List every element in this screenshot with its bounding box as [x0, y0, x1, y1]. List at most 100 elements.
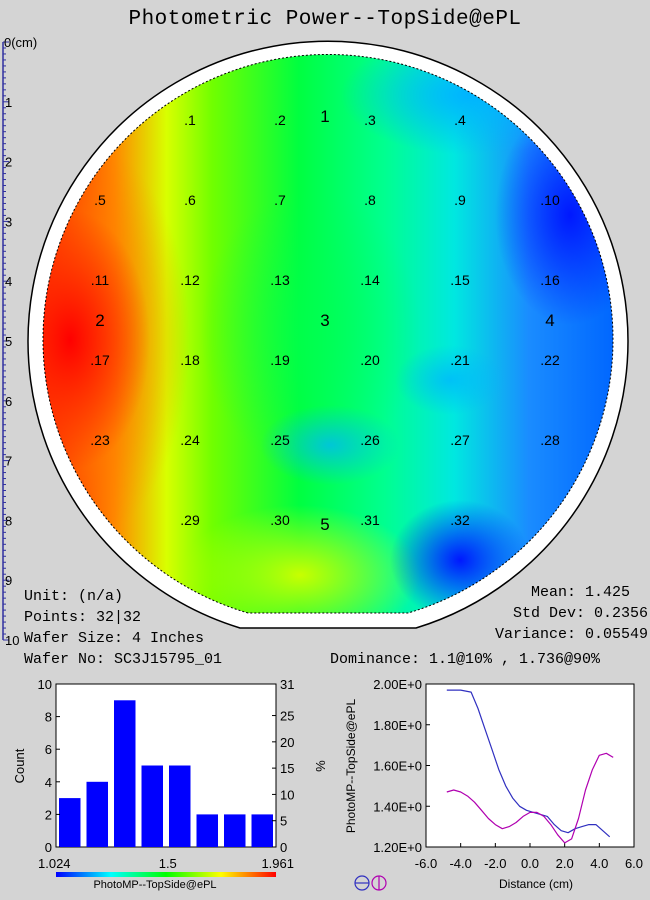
ruler-tick-label: 6 [5, 394, 12, 409]
wafer-no-text: Wafer No: SC3J15795_01 [24, 651, 223, 668]
wafer-heatmap [43, 54, 613, 613]
variance-text: Variance: 0.05549 [494, 626, 648, 643]
histogram-x-label: PhotoMP--TopSide@ePL [93, 879, 216, 891]
chart-title: Photometric Power--TopSide@ePL [128, 8, 522, 31]
measurement-point: .27 [450, 432, 470, 448]
histogram-x-tick-label: 1.961 [261, 856, 294, 871]
histogram-y-tick-label: 10 [38, 677, 52, 692]
histogram-y-tick-label: 2 [45, 807, 52, 822]
histogram-y2-tick-label: 25 [280, 709, 294, 724]
ruler-tick-label: 1 [5, 95, 12, 110]
measurement-point: .11 [91, 272, 110, 288]
histogram-y2-tick-label: 10 [280, 787, 294, 802]
line-x-tick-label: 0.0 [521, 856, 539, 871]
ruler-tick-label: 7 [5, 454, 12, 469]
line-y-tick-label: 1.20E+0 [373, 840, 422, 855]
measurement-point: .19 [270, 352, 290, 368]
histogram-y-tick-label: 6 [45, 742, 52, 757]
measurement-point: .31 [360, 512, 380, 528]
ruler-tick-label: 9 [5, 573, 12, 588]
points-text: Points: 32|32 [24, 609, 142, 626]
line-x-tick-label: 6.0 [625, 856, 643, 871]
measurement-point: .9 [454, 192, 466, 208]
measurement-point: .8 [364, 192, 376, 208]
region-label: 1 [320, 107, 329, 126]
measurement-point: .20 [360, 352, 380, 368]
std-dev-text: Std Dev: 0.2356 [512, 605, 648, 622]
histogram-bar [196, 814, 218, 847]
measurement-point: .15 [450, 272, 470, 288]
heatmap-hotspot [200, 190, 420, 470]
histogram-bar [59, 798, 81, 847]
mean-text: Mean: 1.425 [530, 584, 630, 601]
heatmap-coldspot [260, 405, 400, 485]
measurement-point: .32 [450, 512, 470, 528]
ruler-tick-label: 4 [5, 274, 12, 289]
line-x-label: Distance (cm) [499, 877, 573, 891]
line-plot-area [425, 683, 635, 848]
line-x-tick-label: -2.0 [484, 856, 506, 871]
line-x-tick-label: -4.0 [449, 856, 471, 871]
wafer-size-text: Wafer Size: 4 Inches [24, 630, 205, 647]
line-x-tick-label: 2.0 [556, 856, 574, 871]
ruler-tick-label: 8 [5, 513, 12, 528]
histogram-bar [86, 781, 108, 847]
line-y-tick-label: 1.40E+0 [373, 799, 422, 814]
measurement-point: .10 [540, 192, 560, 208]
measurement-point: .23 [90, 432, 110, 448]
measurement-point: .7 [274, 192, 286, 208]
vertical-scan-icon [371, 875, 387, 891]
colorbar [56, 872, 276, 877]
measurement-point: .25 [270, 432, 290, 448]
region-label: 4 [545, 311, 554, 330]
measurement-point: .14 [360, 272, 380, 288]
measurement-point: .26 [360, 432, 380, 448]
measurement-point: .30 [270, 512, 290, 528]
histogram-x-tick-label: 1.5 [159, 856, 177, 871]
measurement-point: .28 [540, 432, 560, 448]
line-x-tick-label: 4.0 [590, 856, 608, 871]
region-label: 2 [95, 311, 104, 330]
unit-text: Unit: (n/a) [24, 588, 124, 605]
histogram-y-tick-label: 0 [45, 840, 52, 855]
histogram-y2-tick-label: 15 [280, 761, 294, 776]
measurement-point: .3 [364, 112, 376, 128]
ruler-tick-label: 2 [5, 155, 12, 170]
measurement-point: .13 [270, 272, 290, 288]
histogram-bar [114, 700, 136, 847]
region-label: 3 [320, 311, 329, 330]
measurement-point: .1 [184, 112, 196, 128]
histogram-y-tick-label: 8 [45, 710, 52, 725]
line-y-tick-label: 1.60E+0 [373, 759, 422, 774]
measurement-point: .2 [274, 112, 286, 128]
ruler-tick-label: 10 [5, 633, 19, 648]
measurement-point: .17 [90, 352, 110, 368]
line-y-tick-label: 2.00E+0 [373, 677, 422, 692]
histogram-bar [224, 814, 246, 847]
ruler-tick-label: 3 [5, 214, 12, 229]
heatmap-hotspot [43, 210, 150, 470]
measurement-point: .18 [180, 352, 200, 368]
histogram-y-label: Count [12, 748, 27, 783]
measurement-point: .4 [454, 112, 466, 128]
ruler-label: 0(cm) [4, 35, 37, 50]
line-y-tick-label: 1.80E+0 [373, 718, 422, 733]
histogram-bar [169, 765, 191, 847]
measurement-point: .12 [180, 272, 200, 288]
histogram-y2-tick-label: 20 [280, 735, 294, 750]
histogram-bar [141, 765, 163, 847]
scan-line-series [446, 752, 614, 844]
measurement-point: .29 [180, 512, 200, 528]
line-y-label: PhotoMP--TopSide@ePL [344, 699, 358, 834]
histogram-y2-tick-label: 0 [280, 840, 287, 855]
heatmap-coldspot [395, 345, 505, 415]
measurement-point: .24 [180, 432, 200, 448]
histogram-y2-label: % [313, 760, 328, 772]
measurement-point: .21 [450, 352, 470, 368]
histogram-y-tick-label: 4 [45, 775, 52, 790]
heatmap-hotspot [180, 505, 420, 613]
region-label: 5 [320, 515, 329, 534]
measurement-point: .22 [540, 352, 560, 368]
line-x-tick-label: -6.0 [415, 856, 437, 871]
